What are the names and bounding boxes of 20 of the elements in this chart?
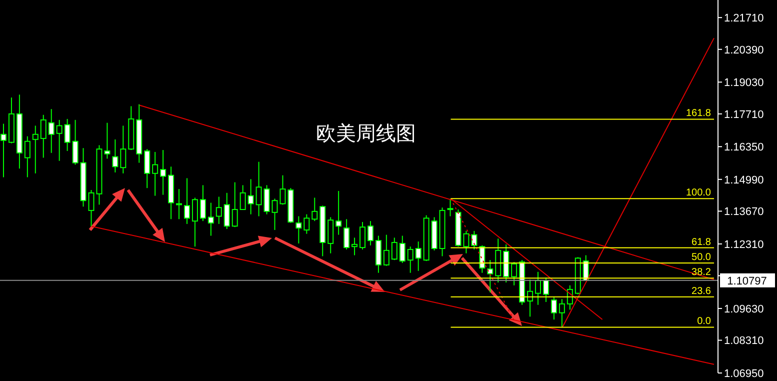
y-tick-label: 1.21710 [724,12,764,24]
series-label: 50.0 [692,252,712,263]
series-label: 38.2 [692,267,712,278]
series-label: 23.6 [692,286,712,297]
y-tick-label: 1.20390 [724,44,764,56]
series-label: 0.0 [697,316,712,328]
y-tick-label: 1.12310 [724,238,764,251]
series-label: 100.0 [686,188,712,199]
y-tick-label: 1.09630 [724,303,764,316]
y-tick-label: 1.13670 [724,206,764,218]
series-label: 161.8 [686,108,712,120]
y-tick-label: 1.16350 [724,142,764,154]
y-tick-label: 1.17710 [724,108,764,121]
y-tick-label: 1.14990 [724,174,764,186]
text: 欧美周线图 [316,122,416,145]
series-label: 61.8 [692,236,712,248]
y-tick-label: 1.06950 [724,368,764,380]
y-tick-label: 1.19030 [724,77,764,90]
ref-line-label: 1.10797 [727,275,767,288]
y-tick-label: 1.08310 [724,335,764,348]
